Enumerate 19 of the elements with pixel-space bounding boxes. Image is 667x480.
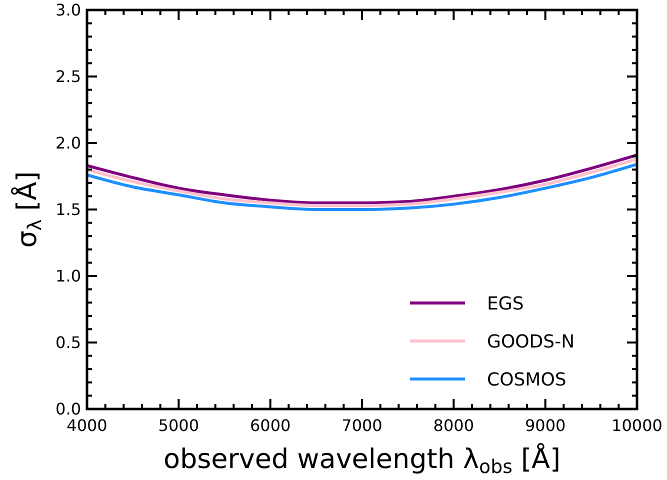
- y-tick-label: 2.0: [56, 134, 81, 153]
- y-tick-label: 1.0: [56, 266, 81, 286]
- x-tick-label: 7000: [342, 416, 382, 435]
- legend-label: GOODS-N: [487, 331, 575, 352]
- y-tick-label: 1.5: [56, 200, 81, 220]
- line-series: [87, 162, 637, 211]
- y-tick-label: 3.0: [56, 0, 81, 20]
- x-axis-title: observed wavelength λ$_{obs}$ [Å]: [163, 442, 561, 478]
- legend-label: EGS: [487, 293, 524, 314]
- x-tick-label: 4000: [66, 416, 108, 435]
- x-tick-label: 6000: [250, 416, 291, 435]
- y-tick-label: 0.5: [56, 333, 81, 352]
- legend-label: COSMOS: [487, 369, 566, 390]
- x-tick-label: 10000: [612, 416, 662, 435]
- x-tick-label: 9000: [524, 416, 566, 435]
- x-tick-label: 5000: [158, 416, 200, 435]
- y-tick-label: 2.5: [56, 67, 81, 86]
- y-tick-label: 0.0: [56, 400, 81, 419]
- x-tick-label: 8000: [433, 416, 474, 435]
